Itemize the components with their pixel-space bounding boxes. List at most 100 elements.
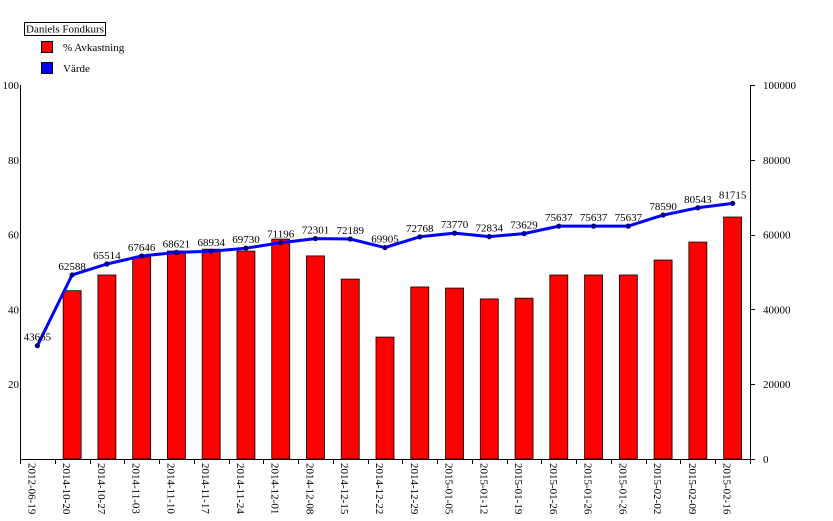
x-axis-tick-label: 2012-06-19 — [25, 463, 37, 515]
line-point — [278, 240, 284, 246]
x-axis-tick-label: 2014-10-27 — [95, 463, 107, 515]
x-axis-tick-label: 2014-12-15 — [338, 463, 350, 515]
line-point — [660, 212, 666, 218]
line-data-label: 67646 — [128, 242, 156, 254]
x-axis-tick-label: 2014-11-17 — [199, 463, 211, 514]
line-data-label: 69730 — [232, 234, 260, 246]
bar — [132, 256, 152, 460]
line-data-label: 72189 — [336, 225, 364, 237]
line-data-label: 72768 — [406, 223, 434, 235]
bar — [306, 255, 325, 460]
line-data-label: 75637 — [580, 212, 608, 224]
line-data-label: 71196 — [267, 229, 295, 241]
bar — [271, 238, 291, 460]
left-axis-tick-label: 100 — [3, 80, 20, 92]
right-axis-tick-label: 20000 — [763, 379, 791, 391]
bar — [618, 274, 638, 460]
line-data-label: 75637 — [615, 212, 643, 224]
x-axis-tick-label: 2014-10-20 — [60, 463, 72, 515]
line-point — [417, 234, 423, 240]
line-point — [243, 245, 249, 251]
right-axis-tick-label: 100000 — [763, 80, 797, 92]
x-axis-tick-label: 2014-11-03 — [130, 463, 142, 514]
bar — [723, 216, 743, 460]
x-axis-tick-label: 2015-01-26 — [582, 463, 594, 515]
x-axis-tick-label: 2015-01-05 — [443, 463, 455, 515]
right-axis-tick-label: 40000 — [763, 304, 791, 316]
line-point — [382, 244, 388, 251]
line-point — [312, 235, 319, 242]
legend-label-avkastning: % Avkastning — [63, 42, 125, 54]
x-axis-tick-label: 2014-12-01 — [269, 463, 281, 514]
x-axis-tick-label: 2015-01-12 — [477, 463, 489, 514]
line-series-varde: 43665 62588 65514 67646 68621 68934 69730 71196… — [24, 189, 747, 349]
line-data-label: 68934 — [197, 237, 225, 249]
bar-series-avkastning — [62, 216, 743, 460]
line-data-label: 81715 — [719, 189, 747, 201]
line-point — [521, 231, 527, 237]
line-point — [69, 272, 75, 278]
right-axis-tick-label: 80000 — [763, 155, 791, 167]
left-axis-tick-label: 20 — [8, 379, 20, 391]
chart-title: Daniels Fondkurs — [26, 24, 104, 36]
x-axis-tick-label: 2014-11-10 — [164, 463, 176, 514]
bar — [375, 336, 395, 460]
line-point — [173, 249, 180, 255]
left-axis-tick-label: 80 — [8, 155, 20, 167]
line-point — [104, 261, 110, 267]
legend-swatch-avkastning — [41, 41, 53, 53]
bar — [340, 278, 360, 460]
x-axis-tick-label: 2015-02-02 — [651, 463, 663, 514]
x-axis-tick-label: 2015-01-26 — [616, 463, 628, 515]
bar — [514, 297, 534, 460]
bar — [688, 241, 708, 460]
line-point — [590, 223, 597, 229]
line-point — [556, 223, 562, 229]
x-axis-tick-label: 2014-12-29 — [408, 463, 420, 515]
line-data-label: 65514 — [93, 250, 121, 262]
x-axis-tick-label: 2015-01-19 — [512, 463, 524, 515]
line-data-label: 73629 — [510, 220, 538, 232]
bar — [549, 274, 569, 460]
line-point — [34, 343, 40, 349]
line-data-label: 80543 — [684, 194, 712, 206]
bar — [62, 290, 82, 460]
x-axis-tick-label: 2014-12-22 — [373, 463, 385, 514]
legend-label-varde: Värde — [63, 63, 90, 75]
line-point — [347, 236, 353, 242]
bar — [201, 248, 221, 460]
x-axis-tick-label: 2014-12-08 — [303, 463, 315, 515]
x-axis-tick-label: 2015-01-26 — [547, 463, 559, 515]
bar — [167, 250, 186, 460]
line-data-label: 68621 — [163, 238, 191, 250]
bar — [479, 298, 499, 460]
line-point — [486, 234, 492, 240]
line-point — [208, 248, 214, 254]
axes: 100 80 60 40 20 100000 80000 60000 40000 20000 0 20… — [3, 80, 797, 515]
bar — [410, 286, 430, 460]
line-data-label: 43665 — [24, 332, 52, 344]
legend: Daniels Fondkurs % Avkastning Värde — [24, 22, 125, 75]
x-axis-tick-label: 2015-02-16 — [721, 463, 733, 515]
bar — [236, 250, 256, 460]
line-point — [625, 223, 631, 229]
line-data-label: 73770 — [441, 219, 469, 231]
left-axis-tick-label: 40 — [8, 304, 20, 316]
right-axis-tick-label: 0 — [763, 454, 769, 466]
bar — [584, 274, 603, 460]
line-point — [139, 253, 145, 259]
line-point — [695, 205, 701, 211]
line-point — [451, 230, 458, 236]
x-axis-tick-label: 2014-11-24 — [234, 463, 246, 514]
line-data-label: 78590 — [649, 201, 677, 213]
line-data-label: 69905 — [371, 234, 399, 246]
line-data-label: 75637 — [545, 212, 573, 224]
line-data-label: 72301 — [302, 225, 330, 237]
x-axis-tick-label: 2015-02-09 — [686, 463, 698, 515]
chart-title-box — [24, 22, 106, 36]
right-axis-tick-label: 60000 — [763, 230, 791, 242]
line-data-label: 72834 — [476, 223, 504, 235]
left-axis-tick-label: 60 — [8, 230, 20, 242]
bar — [97, 274, 117, 460]
